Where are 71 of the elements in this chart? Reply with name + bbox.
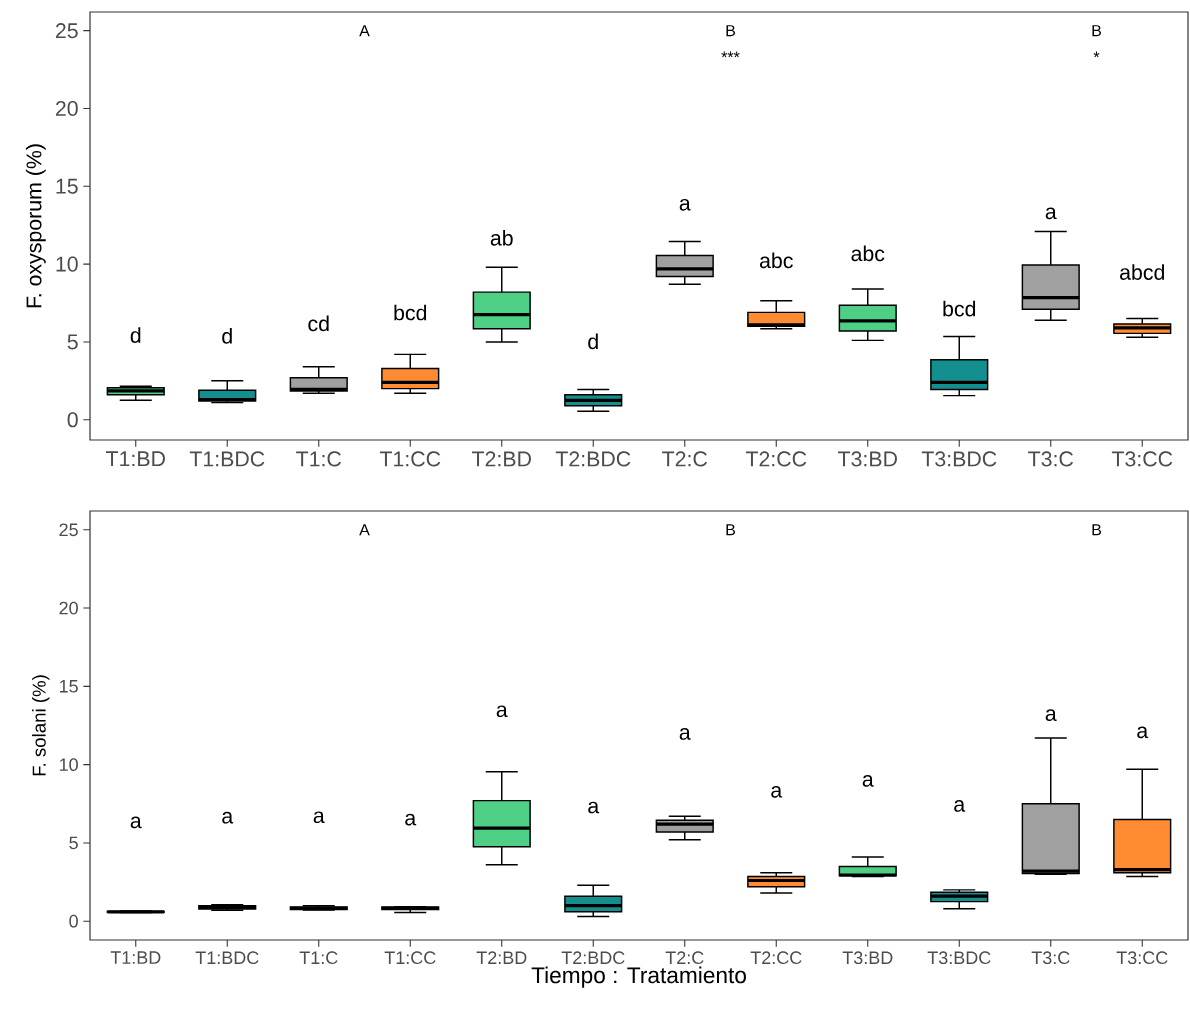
x-tick-label: T2:BDC: [561, 951, 625, 965]
annotation: bcd: [394, 304, 427, 321]
annotation: a: [771, 786, 783, 798]
x-tick-label: T1:C: [299, 951, 338, 965]
annotation: B: [726, 524, 735, 536]
x-axis-title: Tiempo : Tratamiento: [531, 966, 746, 988]
annotation: a: [954, 800, 966, 812]
annotation: abc: [759, 252, 793, 269]
y-tick-label: 5: [67, 334, 78, 350]
x-tick-label: T2:CC: [745, 451, 807, 467]
x-tick-label: T2:BDC: [555, 451, 631, 467]
x-tick-label: T3:BDC: [921, 451, 997, 467]
annotation: a: [862, 775, 874, 787]
x-tick-label: T3:BD: [842, 951, 893, 965]
x-tick-label: T2:CC: [750, 951, 802, 965]
annotation: ***: [721, 51, 740, 58]
annotation: *: [1093, 51, 1100, 58]
x-tick-label: T1:BD: [106, 451, 165, 467]
y-tick-label: 10: [59, 758, 78, 771]
y-axis-title: F. solani (%): [32, 675, 50, 776]
y-tick-label: 10: [56, 256, 78, 272]
annotation: d: [222, 328, 232, 344]
x-tick-label: T3:C: [1028, 451, 1074, 467]
annotation: A: [359, 25, 370, 37]
x-tick-label: T2:C: [665, 951, 704, 965]
y-axis-title: F. oxysporum (%): [25, 144, 46, 308]
x-tick-label: T2:BD: [472, 451, 531, 467]
annotation: d: [130, 327, 141, 343]
y-tick-label: 15: [56, 178, 78, 194]
x-tick-label: T1:BDC: [195, 951, 259, 965]
x-tick-label: T3:CC: [1111, 451, 1173, 467]
y-tick-label: 25: [55, 23, 78, 39]
annotation: a: [679, 728, 691, 740]
annotation: bcd: [943, 300, 976, 317]
annotation: d: [588, 333, 598, 350]
annotation: a: [588, 801, 600, 814]
annotation: a: [496, 705, 508, 718]
annotation: a: [405, 813, 417, 826]
annotation: a: [1137, 726, 1149, 739]
annotation: abc: [851, 245, 885, 262]
y-tick-label: 25: [59, 523, 78, 537]
x-tick-label: T3:BD: [838, 451, 897, 467]
x-tick-label: T3:CC: [1116, 951, 1168, 965]
annotation: cd: [308, 315, 329, 332]
x-tick-label: T3:C: [1031, 951, 1070, 965]
y-tick-label: 15: [59, 680, 78, 693]
annotation: B: [1092, 524, 1101, 536]
x-tick-label: T3:BDC: [927, 951, 991, 965]
x-tick-label: T1:C: [296, 451, 342, 467]
y-tick-label: 20: [55, 100, 78, 117]
x-tick-label: T1:CC: [379, 451, 441, 467]
annotation: a: [1045, 709, 1057, 721]
annotation: B: [726, 25, 735, 37]
annotation: ab: [490, 229, 513, 246]
y-tick-label: 5: [69, 836, 78, 850]
y-tick-label: 0: [69, 914, 78, 928]
annotation: a: [130, 816, 142, 829]
annotation: a: [1045, 207, 1057, 220]
x-tick-label: T1:BDC: [189, 451, 265, 467]
annotation: a: [679, 198, 691, 211]
annotation: B: [1092, 25, 1101, 37]
annotation: A: [359, 524, 370, 536]
x-tick-label: T2:BD: [476, 951, 527, 964]
annotation: a: [313, 811, 325, 824]
x-tick-label: T2:C: [662, 451, 708, 467]
x-tick-label: T1:CC: [384, 951, 436, 965]
y-tick-label: 0: [67, 412, 78, 428]
x-tick-label: T1:BD: [110, 951, 161, 964]
annotation: abcd: [1120, 264, 1165, 280]
y-tick-label: 20: [59, 601, 78, 615]
annotation: a: [222, 811, 234, 824]
